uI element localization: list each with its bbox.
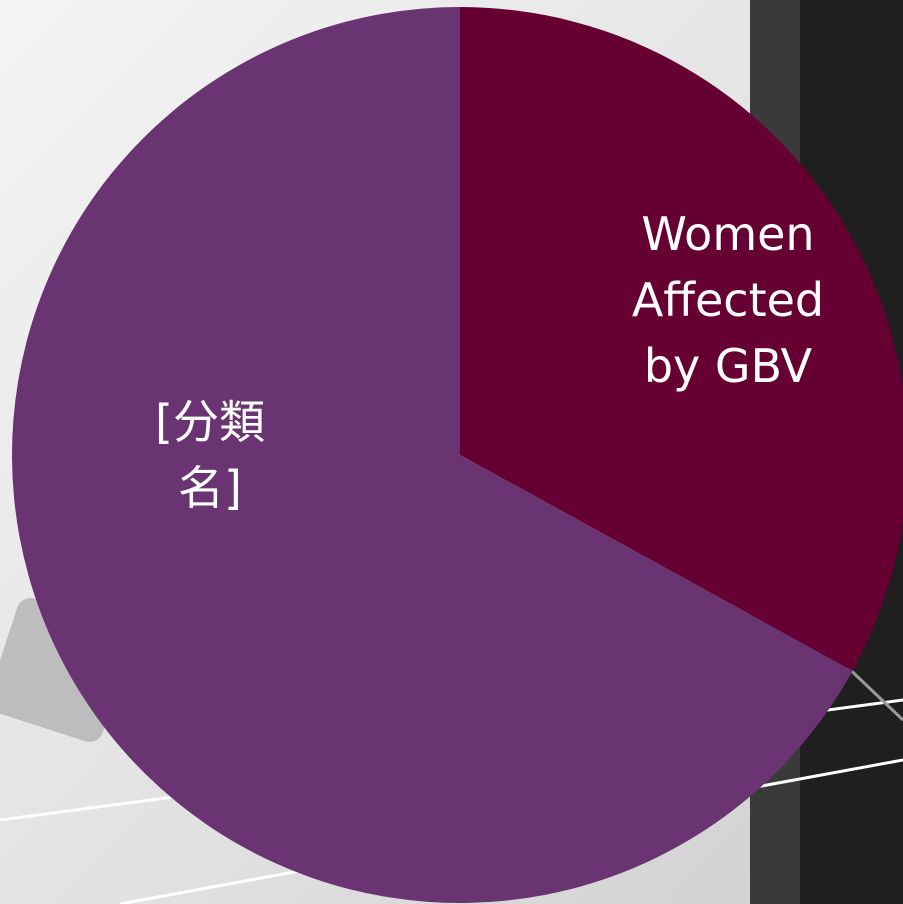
slice-label: [分類名] [146,389,274,521]
page: Women Affected by GBV [分類名] [0,0,903,904]
slice-label: Women Affected by GBV [628,201,828,399]
chart [0,0,903,904]
